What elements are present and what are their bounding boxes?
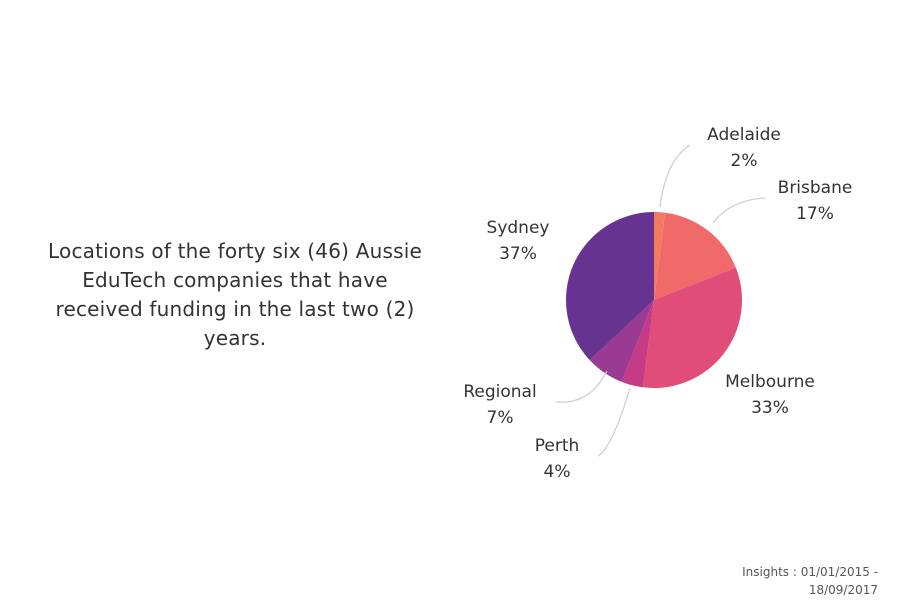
date-range-line-2: 18/09/2017 <box>808 583 878 597</box>
leader-line-regional <box>555 370 608 403</box>
leader-line-brisbane <box>712 197 766 224</box>
pie-slice-perth <box>621 300 654 388</box>
pie-slice-adelaide <box>654 212 666 300</box>
slice-value-melbourne: 33% <box>751 398 789 418</box>
slice-label-melbourne: Melbourne <box>725 372 815 392</box>
slice-labels: Adelaide 2% Brisbane 17% Melbourne 33% Perth 4%… <box>463 125 852 482</box>
slice-value-regional: 7% <box>487 408 514 428</box>
slice-label-brisbane: Brisbane <box>778 178 853 198</box>
leader-lines <box>555 144 766 457</box>
slice-label-regional: Regional <box>463 382 536 402</box>
slice-value-brisbane: 17% <box>796 204 834 224</box>
pie-slice-sydney <box>565 212 654 361</box>
slice-label-sydney: Sydney <box>487 218 550 238</box>
pie-slices <box>565 212 742 389</box>
slice-value-perth: 4% <box>544 462 571 482</box>
pie-slice-regional <box>589 300 654 382</box>
leader-line-adelaide <box>659 144 691 208</box>
pie-slice-brisbane <box>654 212 736 300</box>
slice-label-adelaide: Adelaide <box>707 125 781 145</box>
leader-line-perth <box>597 387 631 457</box>
date-range-line-1: Insights : 01/01/2015 - <box>742 565 878 579</box>
slice-value-sydney: 37% <box>499 244 537 264</box>
date-range-footer: Insights : 01/01/2015 - 18/09/2017 <box>742 563 878 599</box>
slice-label-perth: Perth <box>535 436 580 456</box>
slice-value-adelaide: 2% <box>731 151 758 171</box>
chart-title: Locations of the forty six (46) Aussie E… <box>48 239 422 350</box>
pie-slice-melbourne <box>642 267 742 389</box>
